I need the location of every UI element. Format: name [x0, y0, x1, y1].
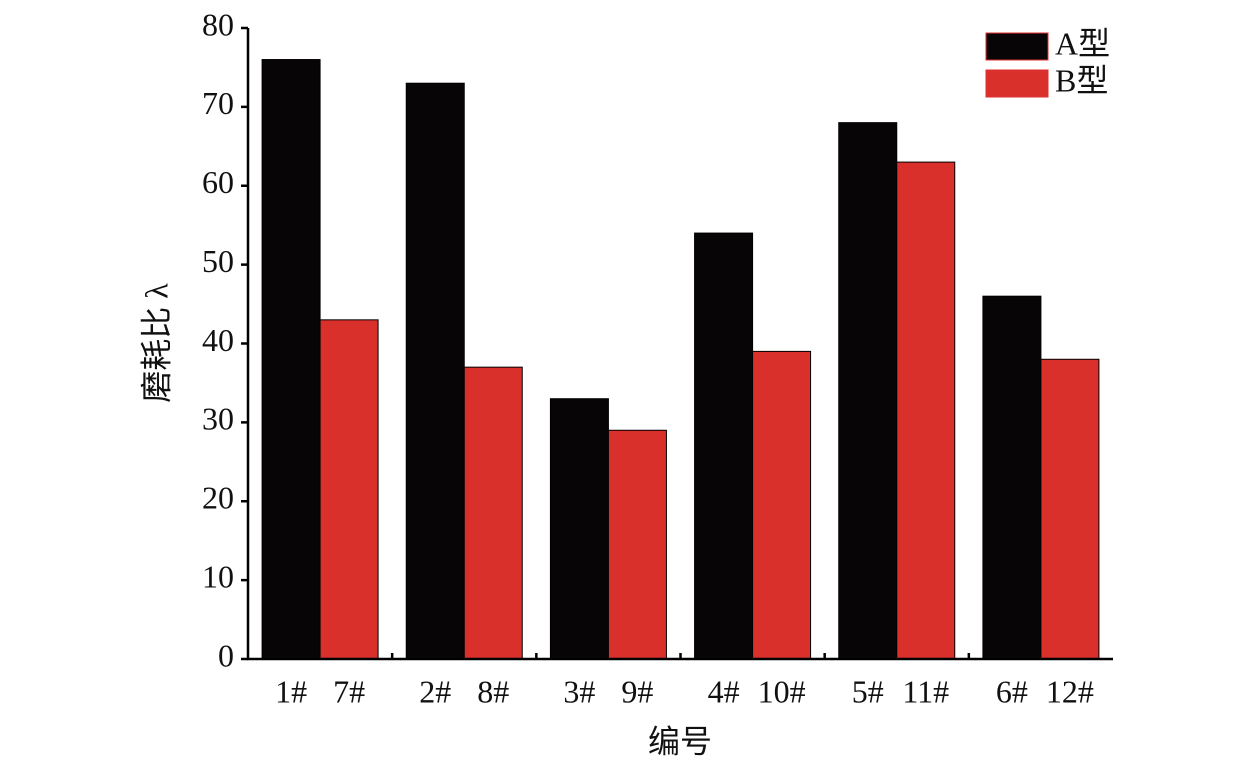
y-tick-label: 80 [202, 6, 234, 42]
bar [607, 429, 667, 660]
y-axis-title: 磨耗比 λ [138, 283, 174, 403]
x-tick-label: 11# [902, 673, 949, 709]
y-tick-label: 70 [202, 85, 234, 121]
bar [463, 366, 523, 660]
y-tick-label: 10 [202, 558, 234, 594]
y-tick-label: 50 [202, 243, 234, 279]
x-tick-label: 10# [758, 673, 806, 709]
y-tick-label: 20 [202, 480, 234, 516]
y-tick-label: 0 [218, 637, 234, 673]
bar [982, 295, 1042, 660]
x-tick-label: 7# [333, 673, 365, 709]
y-tick-label: 30 [202, 401, 234, 437]
x-tick-label: 12# [1046, 673, 1094, 709]
legend-label: A型 [1055, 25, 1110, 61]
x-tick-label: 3# [563, 673, 595, 709]
bar [838, 122, 898, 660]
bar [319, 319, 379, 660]
bar [896, 161, 956, 660]
legend-label: B型 [1055, 62, 1108, 98]
x-tick-label: 6# [996, 673, 1028, 709]
x-tick-label: 5# [852, 673, 884, 709]
x-tick-label: 2# [419, 673, 451, 709]
bar [1040, 358, 1100, 660]
legend-swatch [985, 32, 1049, 61]
x-tick-label: 8# [477, 673, 509, 709]
bar [549, 398, 609, 660]
y-tick-label: 40 [202, 322, 234, 358]
x-axis-title: 编号 [648, 723, 712, 759]
y-tick-label: 60 [202, 164, 234, 200]
x-tick-label: 9# [621, 673, 653, 709]
bar [261, 59, 321, 660]
x-tick-label: 1# [275, 673, 307, 709]
legend-swatch [985, 69, 1049, 98]
x-tick-label: 4# [708, 673, 740, 709]
bar [694, 232, 754, 660]
bar [752, 350, 812, 660]
bar [405, 82, 465, 660]
